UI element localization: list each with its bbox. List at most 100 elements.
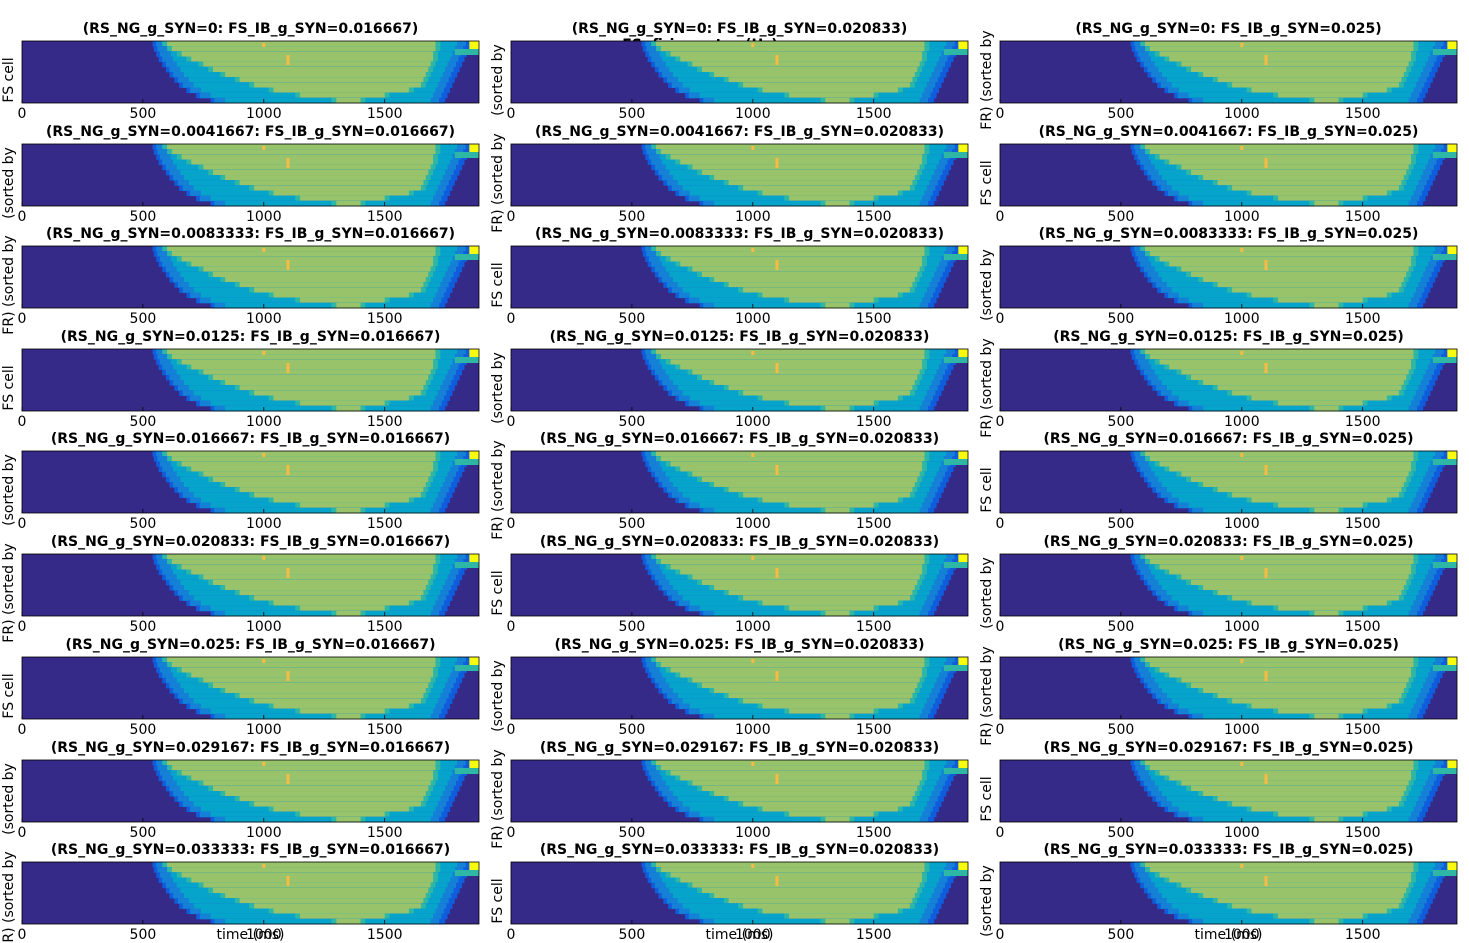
x-tick-label: 1500	[367, 414, 403, 430]
heatmap-cell	[300, 92, 385, 99]
heatmap-peak-cell	[1240, 762, 1244, 766]
heatmap-cell	[171, 867, 436, 873]
heatmap-max-cell	[1447, 451, 1457, 459]
heatmap-cell	[300, 502, 385, 509]
x-tick-label: 500	[619, 106, 646, 122]
heatmap-cell	[789, 605, 874, 612]
x-tick-label: 500	[1108, 825, 1135, 841]
heatmap-cell	[656, 349, 925, 355]
heatmap-cell	[239, 693, 424, 699]
heatmap-cell	[1203, 200, 1409, 207]
x-tick-label: 0	[996, 722, 1005, 738]
heatmap-cell	[254, 903, 421, 909]
heatmap-cell	[239, 796, 424, 802]
heatmap-cell	[1217, 796, 1402, 802]
x-tick-label: 500	[619, 516, 646, 532]
heatmap-cell	[1314, 816, 1339, 823]
heatmap-cell	[454, 152, 479, 158]
x-tick-label: 1500	[367, 106, 403, 122]
heatmap-cell	[714, 688, 915, 694]
heatmap-cell	[656, 41, 925, 47]
axes-box	[510, 40, 969, 104]
y-axis-label: FR) (sorted by	[1, 543, 17, 642]
heatmap-peak-cell	[1264, 876, 1268, 886]
panel-title: (RS_NG_g_SYN=0.016667: FS_IB_g_SYN=0.025…	[1043, 431, 1413, 447]
heatmap-cell	[1169, 672, 1412, 679]
heatmap-cell	[789, 502, 874, 509]
heatmap-cell	[728, 898, 913, 904]
heatmap-cell	[1203, 277, 1404, 283]
heatmap-cell	[762, 395, 898, 402]
heatmap-peak-cell	[1240, 351, 1244, 355]
heatmap-cell	[1191, 169, 1407, 176]
heatmap-cell	[789, 195, 874, 202]
x-tick-label: 1000	[1224, 927, 1260, 943]
heatmap-cell	[714, 380, 915, 386]
heatmap-cell	[692, 471, 920, 478]
heatmap-cell	[454, 665, 479, 671]
heatmap-cell	[1432, 357, 1457, 363]
x-tick-label: 1000	[1224, 414, 1260, 430]
heatmap-cell	[203, 677, 431, 684]
heatmap-cell	[167, 554, 436, 560]
heatmap-cell	[1149, 46, 1414, 52]
x-tick-label: 0	[996, 516, 1005, 532]
heatmap-cell	[692, 266, 920, 273]
heatmap-cell	[1149, 867, 1414, 873]
y-axis-label: FR) (sorted by	[1, 851, 17, 943]
heatmap-cell	[454, 254, 479, 260]
x-tick-label: 1000	[735, 619, 771, 635]
heatmap-cell	[225, 380, 426, 386]
y-axis-label: FS cell	[490, 262, 506, 307]
y-axis-label: FS cell	[1, 673, 17, 718]
axes-box	[999, 759, 1458, 823]
heatmap-cell	[1432, 254, 1457, 260]
heatmap-max-cell	[469, 349, 479, 357]
axes-box	[21, 553, 480, 617]
heatmap-cell	[1432, 152, 1457, 158]
heatmap-cell	[1191, 271, 1407, 278]
panel-title: (RS_NG_g_SYN=0.025: FS_IB_g_SYN=0.020833…	[554, 637, 924, 653]
heatmap-cell	[181, 51, 434, 57]
heatmap-panel: 0 500 1000 1500 (RS_NG_g_SYN=0.025: FS_IB_g_…	[1, 637, 480, 738]
heatmap-cell	[1251, 292, 1387, 299]
heatmap-max-cell	[469, 246, 479, 254]
heatmap-cell	[1145, 451, 1414, 457]
x-tick-label: 0	[18, 414, 27, 430]
heatmap-cell	[702, 476, 918, 483]
panel-title: (RS_NG_g_SYN=0: FS_IB_g_SYN=0.016667)	[83, 21, 419, 37]
x-tick-label: 1500	[856, 825, 892, 841]
x-tick-label: 0	[996, 825, 1005, 841]
heatmap-cell	[670, 359, 923, 365]
heatmap-cell	[171, 46, 436, 52]
heatmap-max-cell	[1447, 760, 1457, 768]
heatmap-panel: 0 500 1000 1500 (RS_NG_g_SYN=0.033333: FS_IB…	[1, 842, 480, 943]
heatmap-cell	[1203, 816, 1409, 823]
heatmap-cell	[825, 405, 850, 412]
x-axis-label: time (ms)	[706, 927, 774, 943]
heatmap-cell	[714, 97, 920, 104]
heatmap-cell	[670, 872, 923, 878]
heatmap-cell	[1203, 72, 1404, 78]
x-tick-label: 0	[18, 722, 27, 738]
heatmap-peak-cell	[751, 659, 755, 663]
heatmap-cell	[680, 672, 923, 679]
heatmap-cell	[454, 562, 479, 568]
x-tick-label: 1000	[735, 209, 771, 225]
heatmap-cell	[1278, 811, 1363, 818]
axes-box	[510, 759, 969, 823]
heatmap-cell	[1149, 559, 1414, 565]
heatmap-cell	[454, 357, 479, 363]
axes-box	[999, 143, 1458, 207]
heatmap-max-cell	[1447, 862, 1457, 870]
heatmap-cell	[203, 882, 431, 889]
panel-title: (RS_NG_g_SYN=0.020833: FS_IB_g_SYN=0.025…	[1043, 534, 1413, 550]
y-axis-label: (sorted by	[979, 865, 995, 937]
heatmap-cell	[743, 595, 910, 601]
heatmap-max-cell	[469, 554, 479, 562]
heatmap-cell	[300, 605, 385, 612]
heatmap-cell	[225, 200, 431, 207]
heatmap-peak-cell	[751, 351, 755, 355]
panel-title: (RS_NG_g_SYN=0.033333: FS_IB_g_SYN=0.020…	[540, 842, 939, 858]
heatmap-panel: 0 500 1000 1500 (RS_NG_g_SYN=0.0041667: FS_I…	[490, 124, 969, 233]
